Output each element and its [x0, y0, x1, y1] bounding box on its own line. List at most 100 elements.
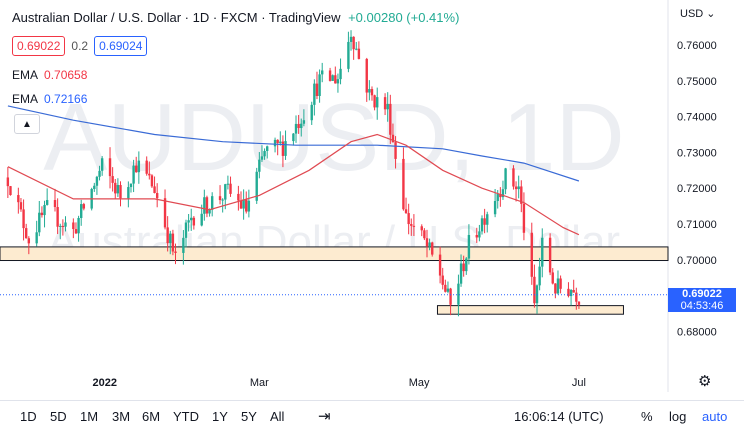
candle-body	[284, 141, 287, 156]
candle-body	[365, 58, 368, 93]
candle-body	[569, 290, 573, 297]
symbol-legend: Australian Dollar / U.S. Dollar · 1D · F…	[12, 10, 459, 25]
price-chart[interactable]: AUDUSD, 1D Australian Dollar / U.S. Dolla…	[0, 0, 744, 392]
gear-icon[interactable]: ⚙	[698, 373, 712, 390]
currency-selector[interactable]: USD ⌄	[680, 7, 716, 20]
range-1y[interactable]: 1Y	[212, 409, 228, 424]
candle-body	[258, 159, 261, 172]
currency-label: USD	[680, 8, 704, 20]
symbol-title[interactable]: Australian Dollar / U.S. Dollar · 1D · F…	[12, 10, 341, 25]
candle-body	[273, 139, 277, 147]
y-tick-label: 0.70000	[677, 255, 717, 267]
utc-clock[interactable]: 16:06:14 (UTC)	[514, 409, 604, 424]
chevron-up-icon[interactable]: ▲	[14, 114, 40, 134]
ema-slow-line	[7, 105, 580, 182]
candle-body	[208, 209, 211, 214]
candle-body	[163, 198, 167, 228]
candle-body	[567, 288, 570, 297]
y-tick-label: 0.75000	[677, 76, 717, 88]
candle-body	[27, 238, 31, 244]
candle-body	[331, 75, 334, 81]
candle-body	[313, 83, 316, 105]
candle-body	[61, 225, 65, 227]
ema-fast-line	[7, 133, 580, 236]
candle-body	[462, 263, 465, 272]
candle-body	[74, 229, 78, 234]
candle-body	[108, 158, 112, 177]
candle-body	[190, 217, 193, 221]
candle-body	[263, 150, 266, 157]
range-5d[interactable]: 5D	[50, 409, 67, 424]
range-1d[interactable]: 1D	[20, 409, 37, 424]
candle-body	[297, 123, 300, 129]
candle-body	[174, 251, 177, 253]
candle-body	[116, 185, 120, 194]
candle-body	[114, 182, 117, 194]
range-6m[interactable]: 6M	[142, 409, 161, 424]
candle-body	[480, 218, 484, 232]
range-3m[interactable]: 3M	[112, 409, 131, 424]
ema-fast-label: EMA	[12, 68, 39, 82]
ema-fast-value: 0.70658	[44, 68, 88, 82]
candle-body	[56, 207, 59, 227]
candle-body	[357, 48, 361, 59]
candle-body	[386, 103, 389, 110]
candle-body	[255, 171, 258, 201]
candle-body	[77, 218, 80, 234]
candle-body	[551, 272, 554, 284]
candle-body	[530, 232, 533, 277]
candle-body	[129, 183, 133, 188]
sell-button[interactable]: 0.69022	[12, 36, 66, 56]
candle-body	[82, 204, 86, 209]
candle-body	[242, 199, 245, 209]
range-ytd[interactable]: YTD	[173, 409, 199, 424]
ema-slow-legend[interactable]: EMA 0.72166	[12, 92, 87, 106]
bar-countdown: 04:53:46	[680, 299, 724, 312]
candle-body	[310, 104, 313, 121]
chart-area[interactable]: AUDUSD, 1D Australian Dollar / U.S. Dolla…	[0, 0, 744, 392]
auto-toggle[interactable]: auto	[702, 409, 728, 424]
calendar-range-icon[interactable]: ⇥	[318, 408, 331, 425]
candle-body	[245, 199, 248, 212]
candle-body	[431, 242, 434, 255]
candle-body	[496, 194, 499, 202]
candle-body	[64, 222, 67, 227]
y-tick-label: 0.71000	[677, 219, 717, 231]
candle-body	[210, 196, 214, 210]
candle-body	[504, 168, 507, 190]
candle-body	[72, 222, 75, 230]
candle-body	[224, 184, 227, 200]
percent-toggle[interactable]: %	[641, 409, 653, 424]
ema-slow-value: 0.72166	[44, 92, 88, 106]
ema-fast-legend[interactable]: EMA 0.70658	[12, 68, 87, 82]
candle-body	[465, 258, 468, 272]
candle-body	[499, 194, 502, 198]
candle-body	[554, 283, 557, 294]
candle-body	[135, 165, 138, 173]
y-tick-label: 0.76000	[677, 40, 717, 52]
candle-body	[294, 123, 298, 134]
range-5y[interactable]: 5Y	[241, 409, 257, 424]
candle-body	[260, 156, 264, 160]
candle-body	[334, 75, 337, 84]
chevron-down-icon: ⌄	[706, 8, 716, 20]
candle-body	[391, 134, 395, 143]
candle-body	[40, 212, 44, 216]
buy-button[interactable]: 0.69024	[94, 36, 148, 56]
last-price-value: 0.69022	[682, 287, 722, 300]
candle-body	[347, 41, 350, 69]
y-tick-label: 0.73000	[677, 147, 717, 159]
candle-body	[548, 237, 552, 273]
candle-body	[192, 217, 196, 226]
candle-body	[517, 186, 520, 190]
log-toggle[interactable]: log	[669, 409, 687, 424]
candle-body	[184, 222, 188, 238]
candle-body	[501, 189, 505, 198]
y-tick-label: 0.68000	[677, 326, 717, 338]
range-all[interactable]: All	[270, 409, 285, 424]
candle-body	[237, 193, 240, 201]
range-1m[interactable]: 1M	[80, 409, 99, 424]
candle-body	[478, 231, 481, 238]
y-tick-label: 0.72000	[677, 183, 717, 195]
candle-body	[412, 225, 416, 227]
